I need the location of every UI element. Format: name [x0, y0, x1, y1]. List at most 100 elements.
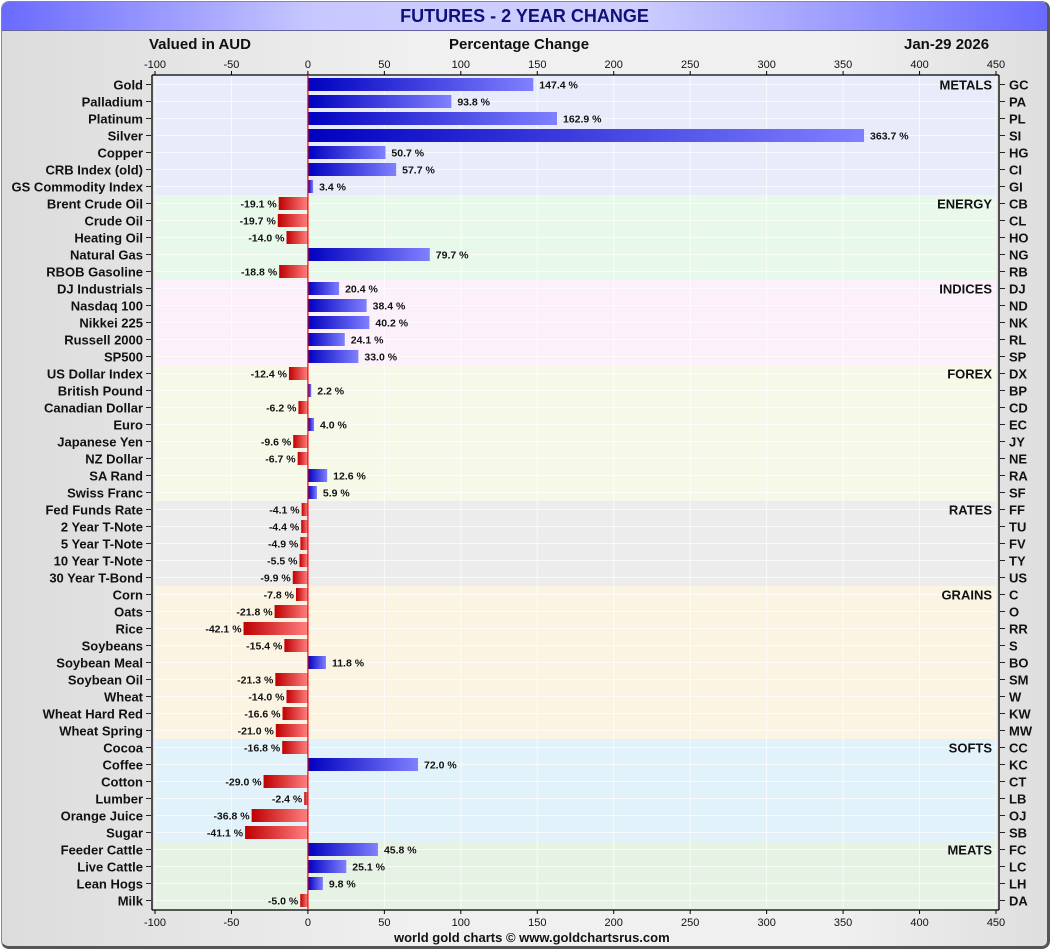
bar-sm	[275, 673, 308, 686]
bar-ty	[299, 554, 308, 567]
group-label-forex: FOREX	[947, 367, 992, 382]
bar-gi	[307, 180, 314, 193]
bar-ff	[301, 503, 308, 516]
data-label: 162.9 %	[563, 114, 602, 126]
bar-cc	[282, 741, 308, 754]
bar-o	[274, 605, 308, 618]
code-label: CD	[1009, 401, 1028, 416]
x-tick-label-top: 0	[305, 59, 311, 71]
data-label: -14.0 %	[248, 692, 285, 704]
code-label: MW	[1009, 724, 1033, 739]
code-label: SI	[1009, 129, 1021, 144]
code-label: CC	[1009, 741, 1028, 756]
data-label: 57.7 %	[402, 165, 435, 177]
category-label: Euro	[113, 418, 143, 433]
x-tick-label-top: 300	[757, 59, 775, 71]
data-label: 12.6 %	[333, 471, 366, 483]
data-label: -9.6 %	[261, 437, 292, 449]
group-label-meats: MEATS	[947, 843, 992, 858]
data-label: 4.0 %	[320, 420, 348, 432]
bar-cb	[278, 197, 308, 210]
category-label: NZ Dollar	[85, 452, 143, 467]
category-label: Fed Funds Rate	[45, 503, 143, 518]
category-label: Russell 2000	[64, 333, 143, 348]
data-label: 9.8 %	[329, 879, 357, 891]
code-label: EC	[1009, 418, 1028, 433]
data-label: 20.4 %	[345, 284, 378, 296]
axis-title: Percentage Change	[449, 36, 590, 53]
code-label: PA	[1009, 95, 1027, 110]
x-tick-label-bottom: 50	[378, 917, 390, 929]
data-label: -21.3 %	[237, 675, 274, 687]
data-label: -29.0 %	[225, 777, 262, 789]
category-label: 2 Year T-Note	[61, 520, 143, 535]
bar-fv	[300, 537, 308, 550]
category-label: Wheat	[104, 690, 144, 705]
group-label-metals: METALS	[940, 78, 993, 93]
code-label: CB	[1009, 197, 1028, 212]
category-label: Sugar	[106, 826, 143, 841]
data-label: -21.8 %	[236, 607, 273, 619]
category-label: Natural Gas	[70, 248, 143, 263]
code-label: KW	[1009, 707, 1031, 722]
category-label: Corn	[113, 588, 143, 603]
bar-ct	[263, 775, 308, 788]
category-label: Wheat Hard Red	[43, 707, 143, 722]
category-label: GS Commodity Index	[12, 180, 144, 195]
bar-nk	[307, 316, 370, 329]
data-label: -2.4 %	[272, 794, 303, 806]
code-label: PL	[1009, 112, 1026, 127]
bar-hg	[307, 146, 386, 159]
category-label: Oats	[114, 605, 143, 620]
category-label: Heating Oil	[74, 231, 143, 246]
category-label: Cocoa	[103, 741, 144, 756]
category-label: 5 Year T-Note	[61, 537, 143, 552]
category-label: Nasdaq 100	[71, 299, 143, 314]
code-label: FC	[1009, 843, 1027, 858]
x-tick-label-bottom: 350	[834, 917, 852, 929]
code-label: LC	[1009, 860, 1027, 875]
category-label: Soybean Oil	[68, 673, 143, 688]
code-label: C	[1009, 588, 1019, 603]
bar-gc	[307, 78, 534, 91]
bar-s	[284, 639, 308, 652]
bar-ra	[307, 469, 328, 482]
category-label: Cotton	[101, 775, 143, 790]
chart-title: FUTURES - 2 YEAR CHANGE	[400, 6, 649, 26]
data-label: 93.8 %	[457, 97, 490, 109]
data-label: -21.0 %	[238, 726, 275, 738]
data-label: -6.2 %	[266, 403, 297, 415]
bar-ho	[286, 231, 308, 244]
data-label: 45.8 %	[384, 845, 417, 857]
data-label: 2.2 %	[317, 386, 345, 398]
bar-nd	[307, 299, 367, 312]
group-background-softs	[155, 739, 996, 841]
bar-sf	[307, 486, 317, 499]
x-tick-label-bottom: 100	[452, 917, 470, 929]
bar-rr	[243, 622, 308, 635]
category-label: Coffee	[103, 758, 143, 773]
category-label: Soybean Meal	[56, 656, 143, 671]
x-tick-label-bottom: 300	[757, 917, 775, 929]
data-label: 33.0 %	[364, 352, 397, 364]
bar-lh	[307, 877, 323, 890]
bar-mw	[275, 724, 308, 737]
category-label: CRB Index (old)	[46, 163, 144, 178]
data-label: -36.8 %	[213, 811, 250, 823]
currency-label: Valued in AUD	[149, 36, 251, 53]
data-label: 5.9 %	[323, 488, 351, 500]
category-label: 10 Year T-Note	[54, 554, 143, 569]
category-label: Lumber	[95, 792, 143, 807]
code-label: O	[1009, 605, 1019, 620]
code-label: DA	[1009, 894, 1028, 909]
bar-lc	[307, 860, 347, 873]
code-label: BO	[1009, 656, 1029, 671]
data-label: 38.4 %	[373, 301, 406, 313]
code-label: LB	[1009, 792, 1026, 807]
code-label: ND	[1009, 299, 1028, 314]
x-tick-label-bottom: -50	[224, 917, 240, 929]
category-label: Live Cattle	[77, 860, 143, 875]
data-label: -15.4 %	[246, 641, 283, 653]
x-tick-label-top: -100	[144, 59, 166, 71]
